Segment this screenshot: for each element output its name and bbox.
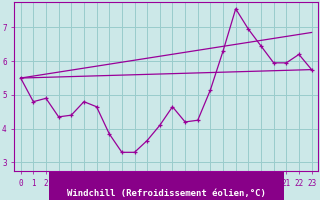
X-axis label: Windchill (Refroidissement éolien,°C): Windchill (Refroidissement éolien,°C) [67,189,266,198]
